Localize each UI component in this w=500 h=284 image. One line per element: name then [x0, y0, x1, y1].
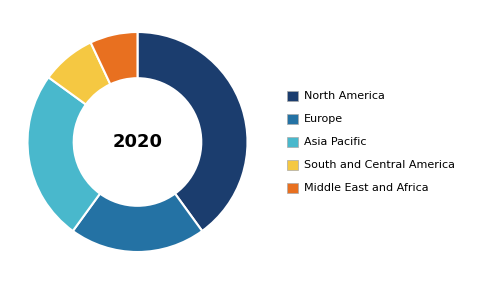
Wedge shape	[138, 32, 248, 231]
Wedge shape	[90, 32, 138, 84]
Text: 2020: 2020	[112, 133, 162, 151]
Wedge shape	[73, 194, 202, 252]
Legend: North America, Europe, Asia Pacific, South and Central America, Middle East and : North America, Europe, Asia Pacific, Sou…	[287, 91, 454, 193]
Wedge shape	[28, 77, 100, 231]
Wedge shape	[48, 43, 110, 105]
